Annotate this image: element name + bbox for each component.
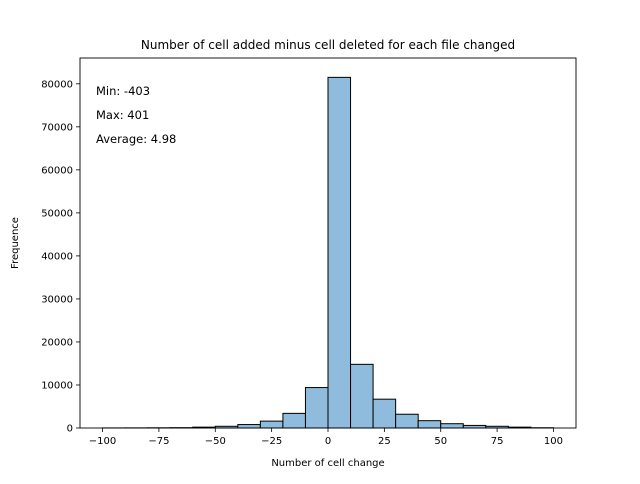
y-tick-label: 80000 bbox=[41, 79, 73, 90]
y-tick-label: 40000 bbox=[41, 251, 73, 262]
histogram-bar bbox=[260, 421, 283, 428]
histogram-bar bbox=[328, 77, 351, 428]
annotation-max: Max: 401 bbox=[96, 108, 149, 122]
x-tick-label: −75 bbox=[148, 436, 169, 447]
histogram-bar bbox=[238, 425, 261, 428]
x-tick-label: 25 bbox=[378, 436, 391, 447]
x-axis-label: Number of cell change bbox=[271, 458, 384, 469]
y-tick-label: 0 bbox=[67, 424, 73, 435]
y-tick-label: 60000 bbox=[41, 165, 73, 176]
histogram-bar bbox=[283, 413, 306, 428]
histogram-bar bbox=[396, 414, 419, 428]
histogram-bar bbox=[418, 421, 441, 428]
histogram-bar bbox=[305, 388, 328, 428]
y-axis-label: Frequence bbox=[10, 217, 21, 269]
annotation-average: Average: 4.98 bbox=[96, 132, 176, 146]
x-tick-label: 75 bbox=[491, 436, 504, 447]
y-axis-ticks: 0 10000 20000 30000 40000 50000 60000 70000 8000… bbox=[41, 79, 80, 434]
y-tick-label: 50000 bbox=[41, 208, 73, 219]
annotation-min: Min: -403 bbox=[96, 84, 150, 98]
x-tick-label: −25 bbox=[261, 436, 282, 447]
histogram-bar bbox=[441, 424, 464, 428]
chart-title: Number of cell added minus cell deleted … bbox=[141, 38, 515, 52]
x-tick-label: 100 bbox=[544, 436, 563, 447]
x-tick-label: −50 bbox=[205, 436, 226, 447]
x-tick-label: 50 bbox=[434, 436, 447, 447]
y-tick-label: 20000 bbox=[41, 337, 73, 348]
x-tick-label: 0 bbox=[325, 436, 331, 447]
x-tick-label: −100 bbox=[89, 436, 116, 447]
y-tick-label: 70000 bbox=[41, 122, 73, 133]
x-axis-ticks: −100 −75 −50 −25 0 25 50 75 100 bbox=[89, 428, 563, 447]
y-tick-label: 10000 bbox=[41, 380, 73, 391]
histogram-bar bbox=[351, 364, 374, 428]
histogram-bar bbox=[373, 399, 396, 428]
y-tick-label: 30000 bbox=[41, 294, 73, 305]
bars-group bbox=[103, 77, 554, 428]
